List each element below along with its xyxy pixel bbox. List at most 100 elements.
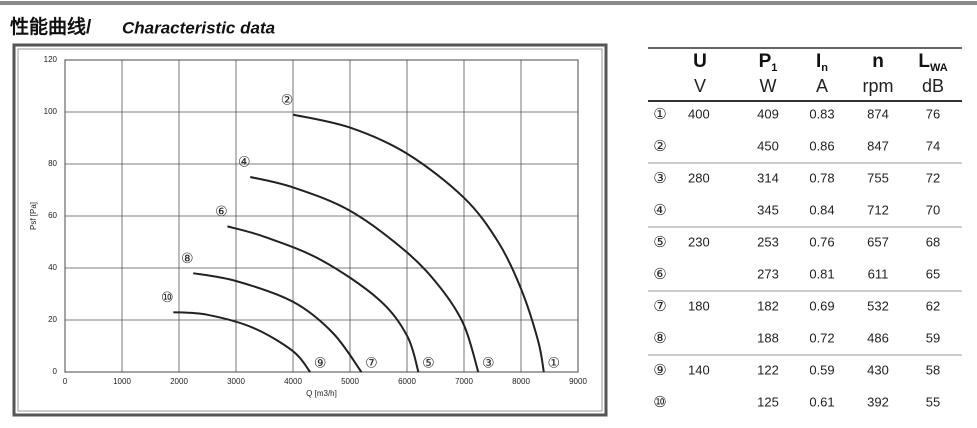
x-tick-label: 2000 — [170, 377, 188, 386]
header-subscript: 1 — [771, 62, 777, 74]
row-label: ③ — [653, 170, 666, 187]
row-label: ④ — [653, 202, 666, 219]
y-tick-label: 120 — [44, 55, 58, 64]
curve — [292, 113, 545, 373]
cell: 430 — [867, 362, 889, 377]
cell: 59 — [926, 330, 940, 345]
header-unit: W — [760, 76, 777, 96]
cell: 188 — [757, 330, 779, 345]
x-tick-label: 7000 — [455, 377, 473, 386]
cell: 58 — [926, 362, 940, 377]
cell: 0.72 — [809, 330, 834, 345]
y-tick-label: 0 — [53, 367, 58, 376]
cell: 273 — [757, 266, 779, 281]
row-label: ⑩ — [653, 394, 666, 411]
header-symbol-text: n — [872, 51, 884, 72]
row-label: ⑨ — [653, 362, 666, 379]
curve-end-label: ⑦ — [365, 355, 378, 371]
curve-end-label: ⑤ — [422, 355, 435, 371]
cell: 76 — [926, 106, 940, 121]
x-tick-label: 9000 — [569, 377, 587, 386]
cell: 0.81 — [809, 266, 834, 281]
row-label: ⑤ — [653, 234, 666, 251]
cell: 611 — [868, 266, 889, 281]
cell: 0.76 — [809, 234, 834, 249]
y-tick-label: 100 — [44, 107, 58, 116]
y-tick-label: 20 — [48, 315, 57, 324]
x-tick-label: 4000 — [284, 377, 302, 386]
cell: 345 — [757, 202, 779, 217]
header-unit: rpm — [863, 76, 894, 96]
header-symbol: n — [872, 51, 884, 72]
curve-start-label: ⑥ — [215, 203, 228, 219]
x-tick-label: 6000 — [398, 377, 416, 386]
chart-frame — [12, 43, 608, 417]
header-unit: A — [816, 76, 828, 96]
cell: 62 — [926, 298, 940, 313]
cell: 0.61 — [809, 394, 834, 409]
cell: 400 — [688, 106, 710, 121]
header-symbol-text: I — [816, 51, 821, 72]
cell: 755 — [867, 170, 889, 185]
cell: 72 — [926, 170, 940, 185]
cell: 230 — [688, 234, 710, 249]
header-symbol-text: P — [759, 51, 772, 72]
x-axis-label: Q [m3/h] — [306, 389, 337, 398]
y-tick-label: 60 — [48, 211, 57, 220]
x-tick-label: 3000 — [227, 377, 245, 386]
curve-start-label: ⑩ — [161, 289, 174, 305]
cell: 874 — [867, 106, 889, 121]
cell: 280 — [688, 170, 710, 185]
header-symbol: U — [693, 51, 707, 72]
row-label: ⑥ — [653, 266, 666, 283]
cell: 0.69 — [809, 298, 834, 313]
header-subscript: WA — [930, 62, 948, 74]
y-tick-label: 80 — [48, 159, 57, 168]
curve-start-label: ⑧ — [181, 250, 194, 266]
cell: 122 — [757, 362, 779, 377]
curve-end-label: ③ — [482, 355, 495, 371]
curve-end-label: ① — [548, 355, 561, 371]
cell: 74 — [926, 138, 940, 153]
header-symbol: LWA — [918, 51, 947, 74]
header-unit: dB — [922, 76, 944, 96]
curve-start-label: ② — [281, 91, 294, 107]
x-tick-label: 5000 — [341, 377, 359, 386]
top-rule — [0, 1, 977, 5]
x-tick-label: 8000 — [512, 377, 530, 386]
title-cn: 性能曲线/ — [10, 15, 92, 38]
cell: 182 — [757, 298, 779, 313]
cell: 314 — [757, 170, 779, 185]
cell: 55 — [926, 394, 940, 409]
row-label: ⑧ — [653, 330, 666, 347]
header-unit: V — [694, 76, 706, 96]
header-symbol-text: L — [918, 51, 930, 72]
curve — [173, 311, 311, 373]
cell: 712 — [867, 202, 889, 217]
y-tick-label: 40 — [48, 263, 57, 272]
cell: 847 — [867, 138, 889, 153]
cell: 392 — [867, 394, 889, 409]
cell: 70 — [926, 202, 940, 217]
chart-frame-inner — [17, 48, 603, 412]
header-subscript: n — [821, 62, 828, 74]
cell: 68 — [926, 234, 940, 249]
cell: 125 — [757, 394, 779, 409]
curve-start-label: ④ — [238, 154, 251, 170]
curve — [193, 272, 363, 373]
row-label: ⑦ — [653, 298, 666, 315]
cell: 532 — [867, 298, 889, 313]
cell: 409 — [757, 106, 779, 121]
cell: 253 — [757, 234, 779, 249]
header-symbol: P1 — [759, 51, 778, 74]
cell: 0.84 — [809, 202, 834, 217]
row-label: ② — [653, 138, 666, 155]
cell: 657 — [867, 234, 889, 249]
title-en: Characteristic data — [122, 18, 275, 37]
x-tick-label: 1000 — [113, 377, 131, 386]
curve — [227, 225, 420, 373]
x-tick-label: 0 — [63, 377, 68, 386]
cell: 140 — [688, 362, 710, 377]
cell: 180 — [688, 298, 710, 313]
cell: 486 — [867, 330, 889, 345]
